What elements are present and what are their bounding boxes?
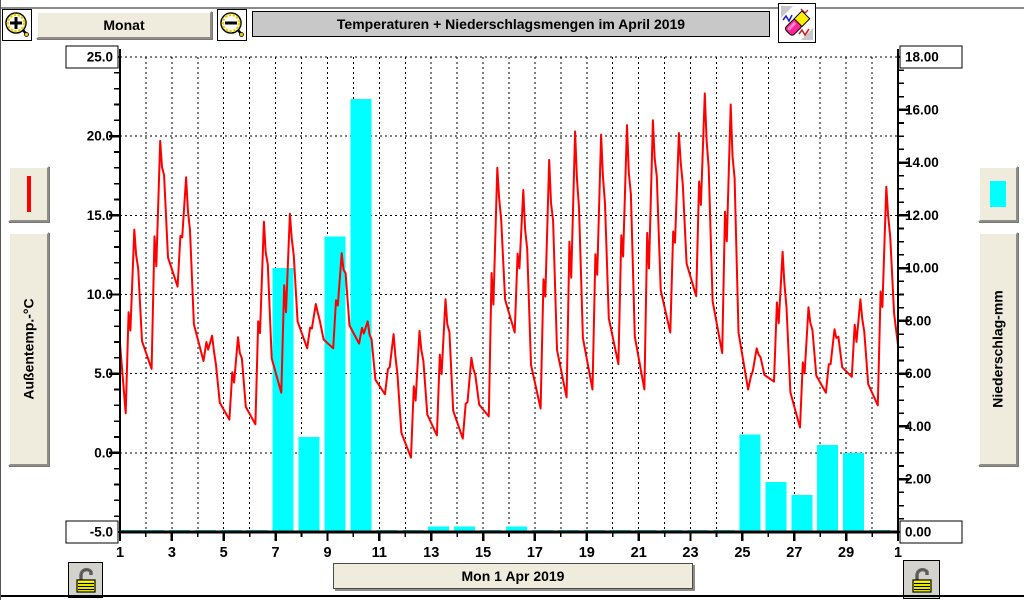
open-padlock-icon — [75, 567, 96, 593]
svg-text:13: 13 — [423, 545, 439, 561]
svg-text:3: 3 — [168, 545, 176, 561]
svg-text:5: 5 — [220, 545, 228, 561]
svg-text:1: 1 — [116, 545, 124, 561]
precipitation-bar-swatch — [990, 181, 1006, 207]
temperature-axis-label: Außentemp.-°C — [20, 298, 37, 400]
svg-text:10.0: 10.0 — [87, 287, 113, 302]
svg-text:8.00: 8.00 — [905, 313, 931, 328]
svg-text:15.0: 15.0 — [87, 208, 113, 223]
precipitation-axis-button[interactable]: Niederschlag-mm — [978, 232, 1018, 466]
svg-text:19: 19 — [579, 545, 595, 561]
zoom-in-button[interactable] — [2, 9, 32, 41]
magnifier-plus-icon — [5, 12, 29, 37]
date-label: Mon 1 Apr 2019 — [461, 568, 565, 584]
svg-text:6.00: 6.00 — [905, 366, 931, 381]
svg-text:17: 17 — [527, 545, 543, 561]
svg-text:2.00: 2.00 — [905, 472, 931, 487]
precipitation-legend-button[interactable] — [978, 166, 1018, 222]
svg-text:14.00: 14.00 — [905, 155, 939, 170]
svg-text:1: 1 — [894, 545, 902, 561]
magnifier-minus-icon — [220, 12, 244, 37]
eraser-icon — [781, 6, 813, 40]
window-top-edge — [0, 7, 1024, 9]
date-button[interactable]: Mon 1 Apr 2019 — [333, 563, 693, 589]
svg-text:29: 29 — [838, 545, 854, 561]
window-left-edge — [0, 0, 1, 600]
svg-text:5.0: 5.0 — [94, 366, 113, 381]
chart-title: Temperaturen + Niederschlagsmengen im Ap… — [336, 16, 686, 32]
chart-title-bar: Temperaturen + Niederschlagsmengen im Ap… — [252, 11, 770, 37]
svg-text:16.00: 16.00 — [905, 102, 939, 117]
svg-text:18.00: 18.00 — [905, 50, 939, 65]
left-lock-button[interactable] — [68, 562, 103, 598]
svg-text:20.0: 20.0 — [87, 129, 113, 144]
svg-text:0.00: 0.00 — [905, 525, 931, 540]
svg-text:25.0: 25.0 — [87, 50, 113, 65]
svg-text:10.00: 10.00 — [905, 261, 939, 276]
svg-text:27: 27 — [786, 545, 802, 561]
svg-text:7: 7 — [272, 545, 280, 561]
svg-text:12.00: 12.00 — [905, 208, 939, 223]
svg-text:21: 21 — [631, 545, 647, 561]
temperature-line — [119, 92, 899, 459]
temperature-line-swatch — [26, 176, 31, 212]
precipitation-bars — [121, 99, 891, 532]
period-monat-button[interactable]: Monat — [36, 11, 212, 39]
svg-text:0.0: 0.0 — [94, 445, 113, 460]
axis-ticks — [109, 55, 909, 541]
axis-tick-labels: 25.020.015.010.05.00.0-5.018.0016.0014.0… — [65, 45, 963, 561]
svg-text:25: 25 — [734, 545, 750, 561]
svg-text:-5.0: -5.0 — [90, 525, 113, 540]
svg-text:4.00: 4.00 — [905, 419, 931, 434]
precipitation-axis-label: Niederschlag-mm — [990, 290, 1007, 408]
svg-text:9: 9 — [323, 545, 331, 561]
zoom-out-button[interactable] — [217, 9, 247, 41]
svg-text:11: 11 — [372, 545, 387, 561]
svg-text:15: 15 — [475, 545, 491, 561]
erase-chart-button[interactable] — [778, 3, 816, 43]
window-bottom-edge — [0, 595, 1024, 597]
svg-text:23: 23 — [682, 545, 698, 561]
right-lock-button[interactable] — [903, 560, 940, 599]
period-label: Monat — [103, 17, 145, 33]
temperature-legend-button[interactable] — [8, 166, 49, 222]
open-padlock-icon — [911, 567, 932, 593]
temperature-axis-button[interactable]: Außentemp.-°C — [8, 232, 49, 466]
